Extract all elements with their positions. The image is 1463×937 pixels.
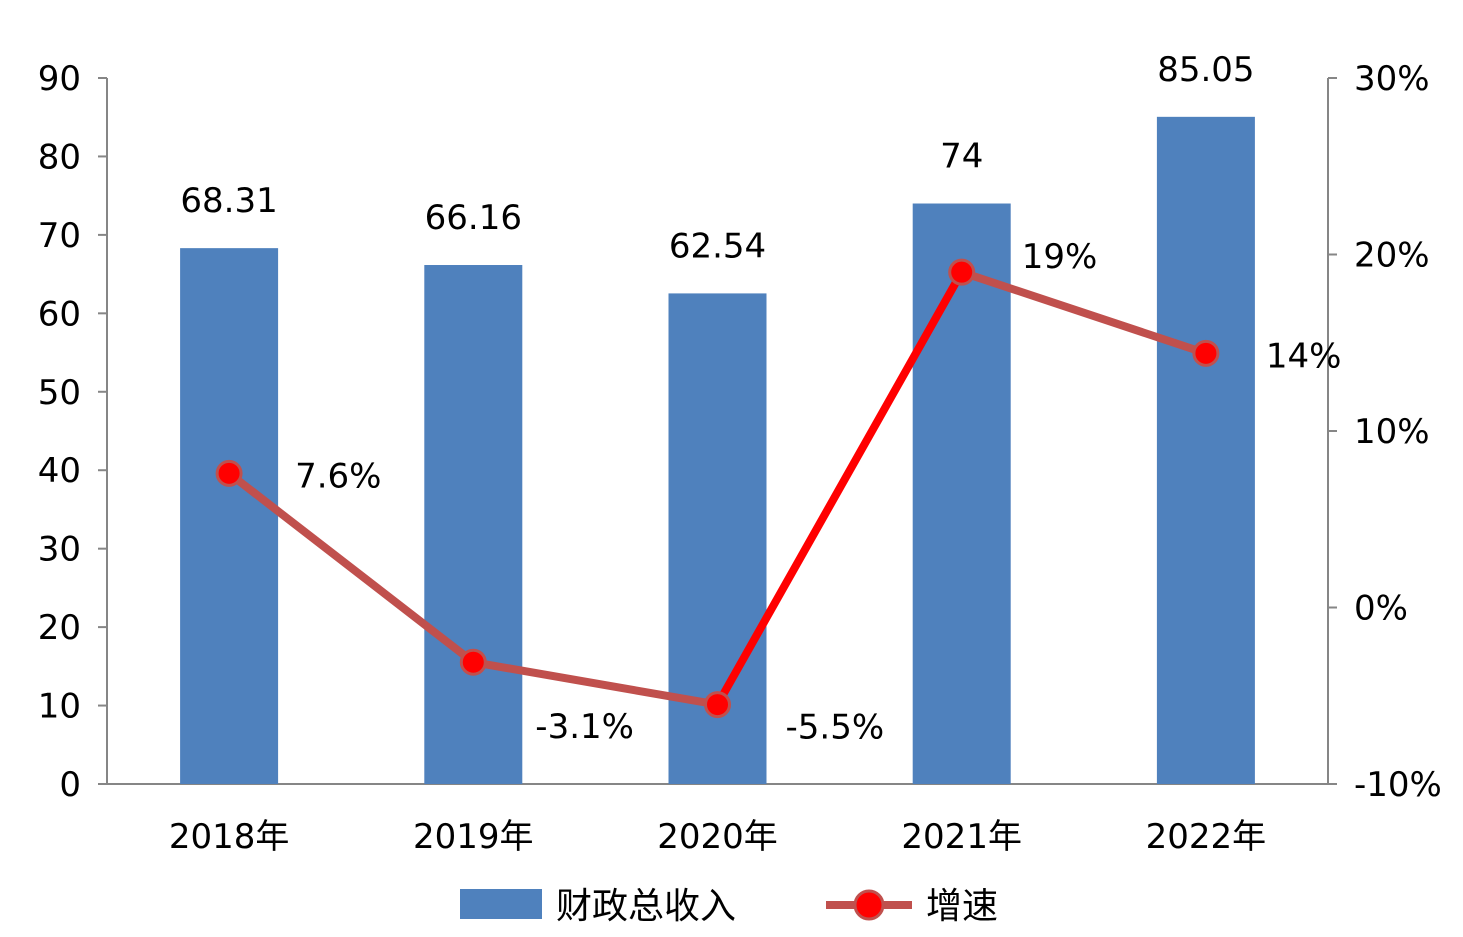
bar-series bbox=[180, 116, 1255, 784]
data-labels: 68.31 66.16 62.54 74 85.05 7.6% -3.1% -5.5% 19% 1… bbox=[180, 50, 1341, 748]
y-right-tick-label: 20% bbox=[1354, 236, 1430, 276]
line-value-label: -3.1% bbox=[535, 707, 634, 747]
legend: 财政总收入 增速 bbox=[460, 886, 998, 927]
y-right-tick-label: 10% bbox=[1354, 412, 1430, 452]
line-value-label: -5.5% bbox=[786, 708, 885, 748]
bar-value-label: 66.16 bbox=[425, 198, 522, 238]
line-point bbox=[459, 648, 487, 676]
bar bbox=[1156, 116, 1255, 784]
legend-marker bbox=[853, 889, 885, 921]
line-series bbox=[215, 258, 1220, 719]
line-value-label: 7.6% bbox=[295, 456, 381, 496]
bar bbox=[424, 265, 523, 784]
bar-value-label: 62.54 bbox=[669, 226, 766, 266]
legend-label-bar: 财政总收入 bbox=[556, 886, 736, 927]
x-tick-label: 2021年 bbox=[901, 817, 1022, 857]
x-tick-label: 2022年 bbox=[1146, 817, 1267, 857]
bar-value-label: 85.05 bbox=[1157, 50, 1254, 90]
line-point bbox=[215, 459, 243, 487]
y-left-tick-label: 20 bbox=[38, 608, 81, 648]
legend-swatch-bar bbox=[460, 889, 542, 919]
line-value-label: 19% bbox=[1022, 237, 1098, 277]
y-left-tick-label: 70 bbox=[38, 216, 81, 256]
y-left-tick-label: 30 bbox=[38, 530, 81, 570]
x-tick-label: 2019年 bbox=[413, 817, 534, 857]
bar bbox=[912, 203, 1011, 784]
y-left-tick-label: 50 bbox=[38, 373, 81, 413]
line-segment bbox=[469, 658, 722, 709]
bar-value-label: 68.31 bbox=[180, 181, 277, 221]
y-right-tick-label: 0% bbox=[1354, 589, 1408, 629]
bar-value-label: 74 bbox=[940, 137, 983, 177]
y-left-tick-label: 60 bbox=[38, 294, 81, 334]
x-tick-label: 2020年 bbox=[657, 817, 778, 857]
line-value-label: 14% bbox=[1266, 336, 1342, 376]
legend-label-line: 增速 bbox=[926, 886, 998, 927]
line-segment bbox=[957, 268, 1210, 358]
y-left-tick-label: 0 bbox=[59, 765, 81, 805]
line-point bbox=[704, 691, 731, 719]
axes: 0 10 20 30 40 50 60 70 80 90 -10% 0% 10% 20% 30% 2018年 2… bbox=[38, 59, 1442, 857]
line-segment bbox=[225, 469, 478, 667]
y-left-tick-label: 80 bbox=[38, 137, 81, 177]
line-point bbox=[1192, 339, 1220, 367]
y-left-tick-label: 10 bbox=[38, 687, 81, 727]
y-right-tick-label: -10% bbox=[1354, 765, 1442, 805]
bar bbox=[180, 248, 279, 784]
y-left-tick-label: 90 bbox=[38, 59, 81, 99]
y-left-tick-label: 40 bbox=[38, 451, 81, 491]
line-segment bbox=[713, 268, 966, 709]
line-point bbox=[948, 258, 976, 286]
x-tick-label: 2018年 bbox=[169, 817, 290, 857]
y-right-tick-label: 30% bbox=[1354, 59, 1430, 99]
